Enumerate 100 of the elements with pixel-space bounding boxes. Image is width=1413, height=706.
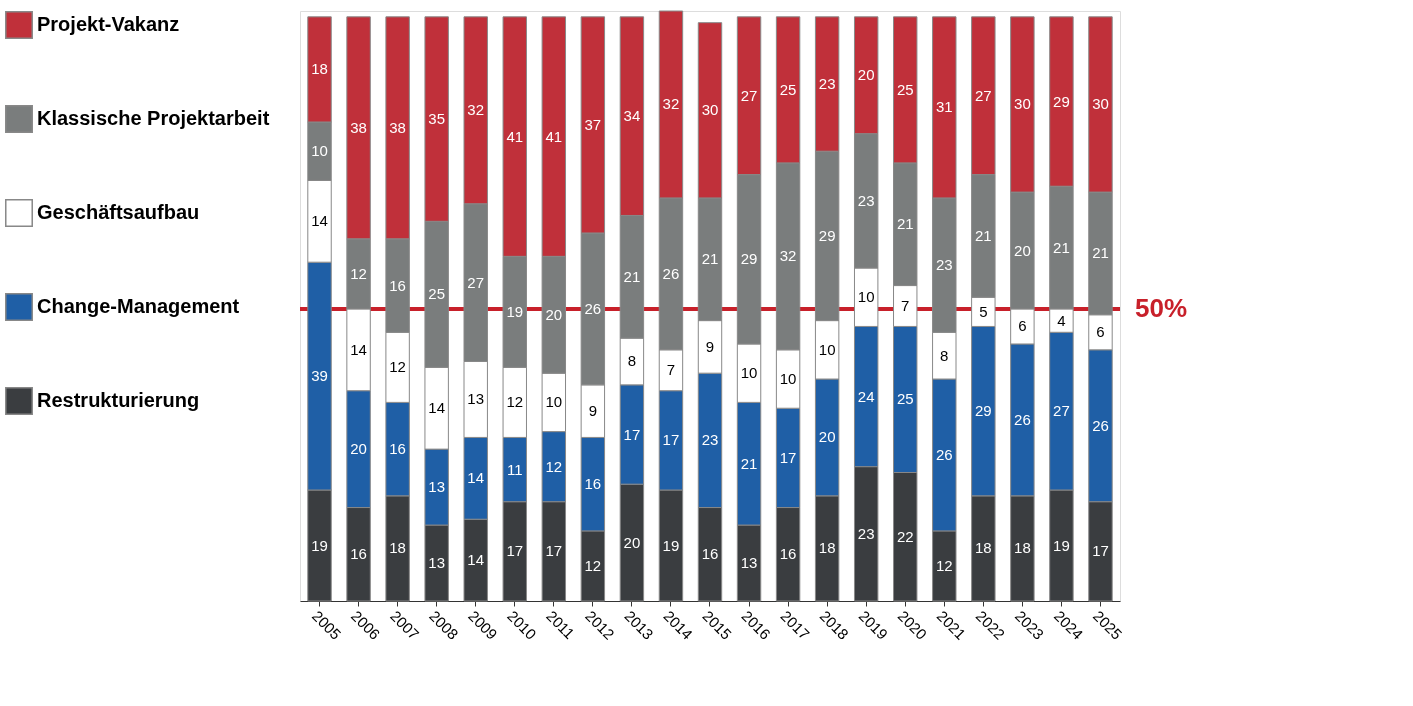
data-label: 29	[818, 226, 836, 244]
data-label: 6	[1096, 323, 1105, 341]
data-label: 39	[311, 367, 328, 385]
data-label: 16	[350, 545, 367, 563]
data-label: 20	[545, 305, 563, 323]
data-label: 32	[779, 247, 797, 265]
data-label: 10	[779, 370, 797, 388]
data-label: 26	[584, 299, 602, 317]
data-label: 13	[428, 478, 446, 496]
data-label: 16	[701, 545, 719, 563]
data-label: 35	[428, 110, 446, 128]
data-label: 26	[935, 445, 953, 463]
data-label: 32	[467, 101, 485, 119]
data-label: 17	[545, 542, 563, 560]
data-label: 41	[545, 127, 563, 145]
data-label: 12	[389, 358, 406, 376]
data-label: 16	[389, 440, 406, 458]
data-label: 38	[350, 118, 367, 136]
data-label: 34	[623, 107, 641, 125]
data-label: 12	[935, 556, 953, 574]
data-label: 17	[662, 431, 680, 449]
data-label: 13	[740, 554, 758, 572]
data-label: 13	[467, 390, 485, 408]
data-label: 18	[818, 539, 836, 557]
data-label: 5	[979, 302, 988, 320]
data-label: 25	[428, 285, 446, 303]
legend-label: Geschäftsaufbau	[37, 201, 200, 223]
data-label: 8	[940, 346, 949, 364]
data-label: 23	[818, 75, 836, 93]
data-label: 21	[1092, 244, 1109, 262]
data-label: 37	[584, 115, 602, 133]
data-label: 6	[1018, 317, 1027, 335]
data-label: 38	[389, 118, 406, 136]
data-label: 20	[350, 440, 367, 458]
data-label: 10	[857, 288, 875, 306]
data-label: 18	[974, 539, 992, 557]
data-label: 22	[896, 527, 914, 545]
data-label: 23	[935, 256, 953, 274]
data-label: 16	[779, 545, 797, 563]
data-label: 18	[1014, 539, 1031, 557]
data-label: 21	[701, 250, 719, 268]
data-label: 31	[935, 98, 953, 116]
data-label: 30	[701, 101, 719, 119]
data-label: 19	[662, 536, 680, 554]
data-label: 14	[311, 212, 328, 230]
data-label: 13	[428, 554, 446, 572]
data-label: 14	[350, 340, 367, 358]
legend-label: Change-Management	[37, 295, 240, 317]
data-label: 27	[467, 273, 485, 291]
data-label: 26	[662, 264, 680, 282]
data-label: 23	[701, 431, 719, 449]
data-label: 7	[901, 297, 910, 314]
data-label: 17	[506, 542, 524, 560]
data-label: 29	[740, 250, 758, 268]
data-label: 27	[974, 86, 992, 104]
data-label: 9	[588, 402, 598, 420]
data-label: 21	[623, 267, 641, 285]
data-label: 20	[1014, 241, 1031, 259]
data-label: 16	[584, 475, 602, 493]
data-label: 17	[779, 448, 797, 466]
data-label: 9	[705, 337, 715, 355]
ref-line-label: 50%	[1135, 292, 1188, 323]
data-label: 21	[740, 454, 758, 472]
data-label: 12	[350, 264, 367, 282]
data-label: 7	[666, 361, 676, 379]
data-label: 14	[467, 551, 485, 569]
data-label: 32	[662, 95, 680, 113]
data-label: 18	[389, 539, 406, 557]
data-label: 14	[428, 399, 446, 417]
data-label: 19	[311, 536, 328, 554]
data-label: 21	[896, 215, 914, 233]
data-label: 4	[1057, 311, 1066, 329]
data-label: 24	[857, 387, 875, 405]
data-label: 23	[857, 524, 875, 542]
data-label: 10	[740, 364, 758, 382]
data-label: 19	[506, 302, 524, 320]
data-label: 12	[545, 457, 563, 475]
data-label: 20	[623, 533, 641, 551]
data-label: 12	[506, 393, 524, 411]
data-label: 19	[1053, 536, 1070, 554]
data-label: 29	[1053, 92, 1070, 110]
data-label: 25	[779, 80, 797, 98]
legend-label: Restrukturierung	[37, 389, 200, 411]
data-label: 23	[857, 191, 875, 209]
data-label: 18	[311, 60, 328, 78]
data-label: 26	[1014, 410, 1031, 428]
data-label: 11	[506, 460, 523, 478]
data-label: 26	[1092, 416, 1109, 434]
data-label: 21	[974, 226, 992, 244]
data-label: 21	[1053, 238, 1070, 256]
legend-label: Klassische Projektarbeit	[37, 107, 270, 129]
data-label: 17	[623, 425, 641, 443]
data-label: 27	[1053, 402, 1070, 420]
data-label: 17	[1092, 542, 1109, 560]
data-label: 20	[818, 428, 836, 446]
data-label: 41	[506, 127, 524, 145]
data-label: 25	[896, 390, 914, 408]
data-label: 10	[818, 340, 836, 358]
data-label: 12	[584, 556, 602, 574]
data-label: 27	[740, 86, 758, 104]
